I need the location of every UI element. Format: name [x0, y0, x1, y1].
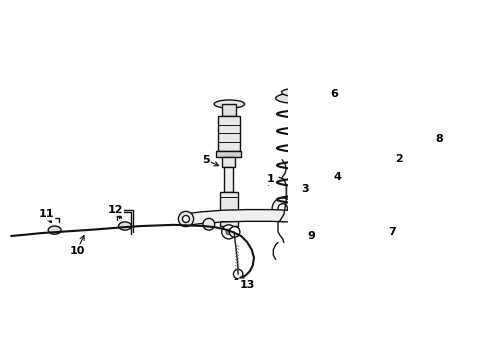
- Circle shape: [226, 229, 232, 235]
- Circle shape: [182, 216, 190, 222]
- Ellipse shape: [276, 201, 318, 209]
- Text: 7: 7: [389, 227, 396, 237]
- Text: 6: 6: [330, 89, 338, 99]
- Circle shape: [341, 139, 346, 145]
- Circle shape: [396, 184, 400, 188]
- Text: 3: 3: [302, 184, 309, 194]
- Text: 8: 8: [436, 134, 443, 144]
- Circle shape: [375, 181, 422, 228]
- Text: 11: 11: [39, 209, 54, 219]
- Circle shape: [294, 82, 300, 89]
- Text: 4: 4: [334, 172, 342, 183]
- Circle shape: [378, 203, 381, 207]
- Circle shape: [291, 220, 303, 233]
- Circle shape: [294, 223, 300, 229]
- Ellipse shape: [411, 139, 417, 145]
- Text: 12: 12: [107, 204, 123, 215]
- Polygon shape: [217, 151, 241, 157]
- Text: 9: 9: [308, 231, 316, 241]
- Circle shape: [396, 222, 400, 225]
- Ellipse shape: [276, 93, 318, 103]
- Ellipse shape: [48, 226, 61, 234]
- Circle shape: [222, 225, 236, 239]
- Text: 10: 10: [69, 246, 85, 256]
- Ellipse shape: [358, 255, 368, 261]
- Circle shape: [346, 214, 356, 224]
- Circle shape: [384, 191, 412, 219]
- Ellipse shape: [214, 100, 245, 108]
- Polygon shape: [218, 116, 240, 151]
- Text: 5: 5: [202, 155, 210, 165]
- Circle shape: [342, 210, 361, 228]
- Polygon shape: [222, 104, 236, 116]
- Circle shape: [337, 135, 351, 149]
- Text: 2: 2: [395, 154, 403, 163]
- Bar: [343, 227, 399, 274]
- Circle shape: [272, 198, 294, 219]
- Ellipse shape: [282, 88, 312, 96]
- Polygon shape: [291, 168, 303, 186]
- Polygon shape: [222, 157, 235, 167]
- Polygon shape: [224, 167, 233, 192]
- Ellipse shape: [119, 222, 131, 230]
- Circle shape: [363, 257, 367, 260]
- Circle shape: [430, 138, 439, 147]
- Text: 13: 13: [239, 280, 255, 290]
- Circle shape: [415, 203, 419, 207]
- Polygon shape: [288, 186, 306, 220]
- Circle shape: [178, 211, 194, 226]
- Circle shape: [369, 237, 376, 244]
- Circle shape: [203, 219, 215, 230]
- Circle shape: [392, 199, 404, 211]
- Bar: [358, 156, 435, 244]
- Polygon shape: [182, 210, 349, 227]
- Polygon shape: [220, 192, 238, 226]
- Circle shape: [233, 269, 243, 279]
- Text: 1: 1: [267, 174, 274, 184]
- Circle shape: [278, 204, 288, 213]
- Circle shape: [229, 226, 240, 237]
